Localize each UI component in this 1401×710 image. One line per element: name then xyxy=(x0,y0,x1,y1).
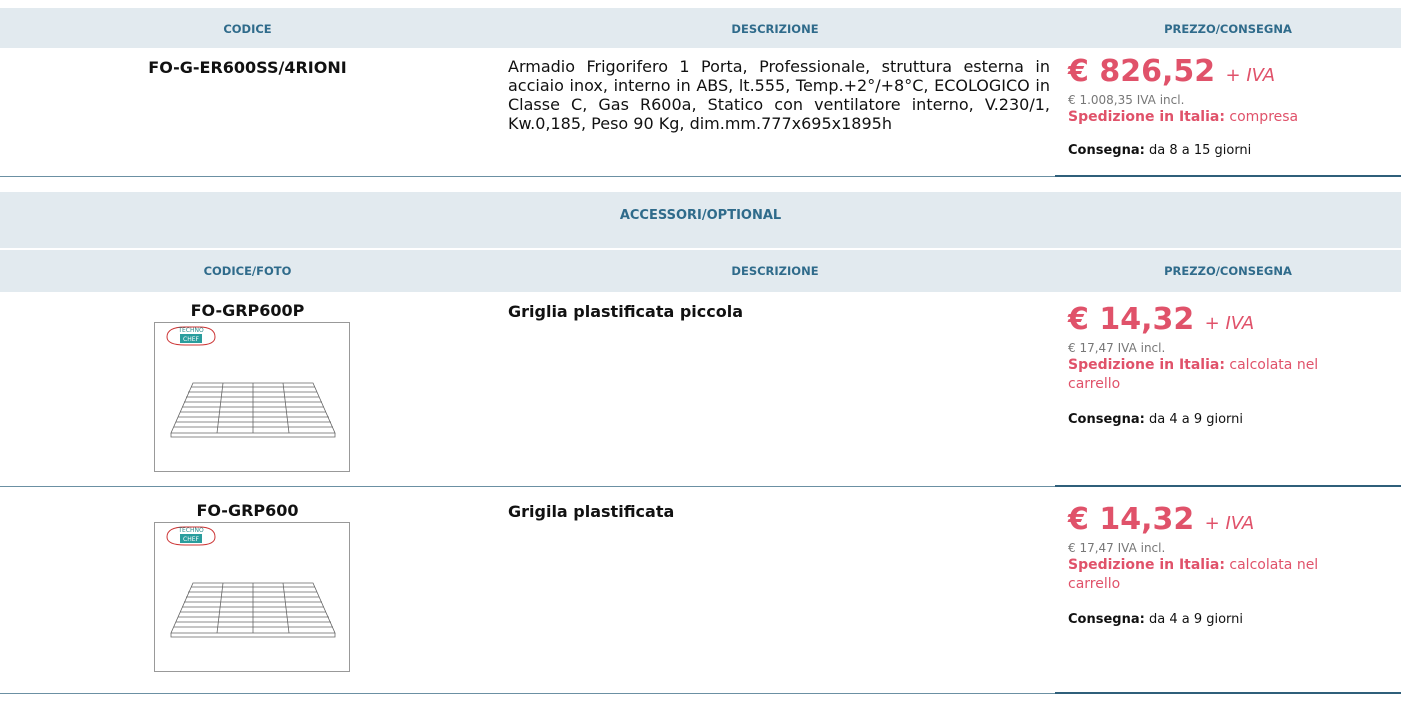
logo-text: CHEF xyxy=(183,536,199,543)
row-border xyxy=(1055,692,1401,694)
header: CODICE xyxy=(223,22,272,36)
header-row: CODICE DESCRIZIONE PREZZO/CONSEGNA xyxy=(0,8,1401,48)
price-incl: € 17,47 IVA incl. xyxy=(1068,541,1166,555)
price-block: € 14,32 + IVA € 17,47 IVA incl. Spedizio… xyxy=(1068,303,1358,428)
shipping: Spedizione in Italia: compresa xyxy=(1068,108,1368,127)
accessory-code: FO-GRP600 xyxy=(196,501,299,520)
product-image: TECHNO CHEF xyxy=(154,522,350,672)
shipping: Spedizione in Italia: calcolata nel carr… xyxy=(1068,356,1358,394)
vat: + IVA xyxy=(1225,65,1276,86)
header-row: CODICE/FOTO DESCRIZIONE PREZZO/CONSEGNA xyxy=(0,250,1401,292)
row-border xyxy=(0,176,1055,177)
price: € 14,32 + IVA xyxy=(1068,303,1358,341)
shipping-value: calcolata nel carrello xyxy=(1068,357,1319,392)
price: € 14,32 + IVA xyxy=(1068,503,1358,541)
price-block: € 826,52 + IVA € 1.008,35 IVA incl. Sped… xyxy=(1068,55,1368,159)
price-incl: € 17,47 IVA incl. xyxy=(1068,341,1166,355)
price-value: € 14,32 xyxy=(1068,502,1195,537)
accessory-description: Grigila plastificata xyxy=(508,502,675,521)
shipping-value: calcolata nel carrello xyxy=(1068,557,1319,592)
grill-drawing: TECHNO CHEF xyxy=(166,526,336,638)
price-value: € 14,32 xyxy=(1068,302,1195,337)
vat: + IVA xyxy=(1204,313,1255,334)
price-block: € 14,32 + IVA € 17,47 IVA incl. Spedizio… xyxy=(1068,503,1358,628)
accessory-code: FO-GRP600P xyxy=(190,301,305,320)
product-image: TECHNO CHEF xyxy=(154,322,350,472)
header: DESCRIZIONE xyxy=(731,22,819,36)
delivery-label: Consegna: xyxy=(1068,612,1145,627)
header: DESCRIZIONE xyxy=(731,264,819,278)
grill-drawing: TECHNO CHEF xyxy=(166,326,336,438)
logo-text: TECHNO xyxy=(177,327,204,334)
logo-text: CHEF xyxy=(183,336,199,343)
delivery-label: Consegna: xyxy=(1068,412,1145,427)
shipping-label: Spedizione in Italia: xyxy=(1068,557,1225,573)
vat: + IVA xyxy=(1204,513,1255,534)
delivery-label: Consegna: xyxy=(1068,143,1145,158)
product-code: FO-G-ER600SS/4RIONI xyxy=(148,58,347,77)
shipping-label: Spedizione in Italia: xyxy=(1068,109,1225,125)
price: € 826,52 + IVA xyxy=(1068,55,1368,93)
header: PREZZO/CONSEGNA xyxy=(1164,264,1292,278)
shipping: Spedizione in Italia: calcolata nel carr… xyxy=(1068,556,1358,594)
price-value: € 826,52 xyxy=(1068,54,1216,89)
accessories-title: ACCESSORI/OPTIONAL xyxy=(619,208,782,223)
header: PREZZO/CONSEGNA xyxy=(1164,22,1292,36)
shipping-label: Spedizione in Italia: xyxy=(1068,357,1225,373)
delivery-value: da 4 a 9 giorni xyxy=(1148,612,1244,627)
header: CODICE/FOTO xyxy=(203,264,292,278)
logo-text: TECHNO xyxy=(177,527,204,534)
delivery-value: da 8 a 15 giorni xyxy=(1148,143,1252,158)
delivery: Consegna: da 4 a 9 giorni xyxy=(1068,412,1358,427)
row-border xyxy=(0,486,1055,487)
shipping-value: compresa xyxy=(1229,109,1299,125)
price-incl: € 1.008,35 IVA incl. xyxy=(1068,93,1185,107)
row-border xyxy=(1055,485,1401,487)
delivery: Consegna: da 8 a 15 giorni xyxy=(1068,143,1368,158)
delivery: Consegna: da 4 a 9 giorni xyxy=(1068,612,1358,627)
delivery-value: da 4 a 9 giorni xyxy=(1148,412,1244,427)
row-border xyxy=(1055,175,1401,177)
product-description: Armadio Frigorifero 1 Porta, Professiona… xyxy=(508,57,1050,133)
accessory-description: Griglia plastificata piccola xyxy=(508,302,744,321)
accessories-title-row: ACCESSORI/OPTIONAL xyxy=(0,192,1401,248)
row-border xyxy=(0,693,1055,694)
